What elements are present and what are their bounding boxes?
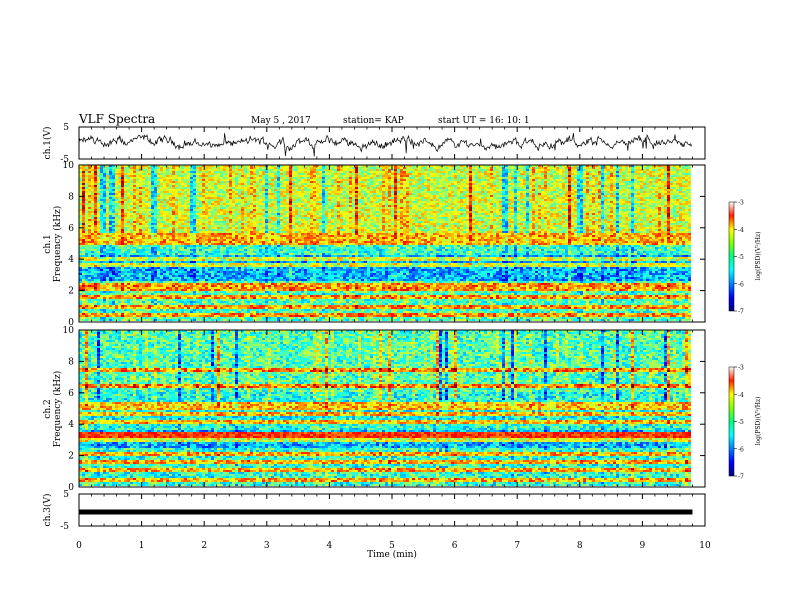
date-label: May 5 , 2017	[251, 116, 311, 126]
time-axis-ticks	[78, 127, 706, 526]
figure-title: VLF Spectra	[78, 112, 155, 126]
time-axis-tick-label: 10	[699, 541, 711, 551]
ch2-colorbar-gradient	[728, 366, 735, 477]
time-axis-tick-label: 4	[327, 541, 333, 551]
cb2-ticks-label: -6	[738, 446, 744, 453]
time-axis-tick-label: 3	[264, 541, 270, 551]
ch1-waveform-panel: 5 -5 ch.1(V)	[42, 123, 706, 165]
spec2-ytick-label: 4	[68, 420, 74, 430]
ch1-ytick-bottom: -5	[60, 155, 69, 165]
time-axis-tick-labels: 0 1 2 3 4 5 6 7 8 9 10	[76, 541, 711, 551]
cb2-ticks-label: -3	[738, 365, 744, 372]
time-axis-label: Time (min)	[367, 549, 417, 560]
ch2-colorbar: -3 -4 -5 -6 -7 log(PSD)(V²/Hz)	[728, 365, 762, 481]
ch1-colorbar-ticks: -3 -4 -5 -6 -7	[734, 200, 744, 316]
ch3-waveform-panel: 5 -5 ch.3(V)	[42, 490, 706, 532]
spec1-ytick-label: 0	[68, 318, 74, 328]
start-time-label: start UT = 16: 10: 1	[438, 116, 530, 126]
spec2-ytick-label: 0	[68, 483, 74, 493]
ch1-spectrogram-image	[79, 165, 691, 321]
spec1-ytick-label: 8	[68, 192, 74, 202]
ch1-spectrogram-yticks: 0 2 4 6 8 10	[63, 161, 705, 328]
spec1-ytick-label: 6	[68, 224, 74, 234]
ch2-colorbar-ticks: -3 -4 -5 -6 -7	[734, 365, 744, 481]
ch1-waveform-trace	[78, 132, 693, 157]
ch2-spectrogram-image	[79, 330, 691, 486]
ch3-waveform-ylabel: ch.3(V)	[42, 494, 53, 527]
ch1-ytick-top: 5	[63, 123, 69, 133]
time-axis-tick-label: 6	[452, 541, 458, 551]
cb2-ticks-label: -7	[738, 474, 744, 481]
station-label: station= KAP	[343, 116, 404, 126]
spec2-ytick-label: 8	[68, 357, 74, 367]
spec1-ytick-label: 2	[68, 287, 74, 297]
ch1-waveform-ylabel: ch.1(V)	[42, 127, 53, 160]
time-axis-tick-label: 9	[640, 541, 646, 551]
ch2-colorbar-label: log(PSD)(V²/Hz)	[755, 397, 762, 446]
time-axis-tick-label: 2	[201, 541, 207, 551]
time-axis-tick-label: 0	[76, 541, 82, 551]
spec2-ytick-label: 6	[68, 389, 74, 399]
ch1-colorbar-gradient	[728, 201, 735, 312]
spec1-ytick-label: 10	[63, 161, 75, 171]
spec1-ytick-label: 4	[68, 255, 74, 265]
ch1-spectrogram-panel: 0 2 4 6 8 10 ch.1 Frequency (kHz)	[43, 161, 706, 328]
ch3-ytick-top: 5	[63, 490, 69, 500]
time-axis-tick-label: 1	[139, 541, 145, 551]
ch1-colorbar: -3 -4 -5 -6 -7 log(PSD)(V²/Hz)	[728, 200, 762, 316]
time-axis-tick-label: 5	[389, 541, 395, 551]
cb1-ticks-label: -6	[738, 281, 744, 288]
time-axis-tick-label: 8	[577, 541, 583, 551]
ch2-spectrogram-panel: 0 2 4 6 8 10 ch.2 Frequency (kHz)	[43, 326, 706, 493]
cb1-ticks-label: -4	[738, 227, 744, 234]
cb2-ticks-label: -5	[738, 419, 744, 426]
cb1-ticks-label: -5	[738, 254, 744, 261]
time-axis-tick-label: 7	[514, 541, 520, 551]
ch1-spectrogram-ylabel: Frequency (kHz)	[52, 206, 63, 283]
ch2-spectrogram-channel-label: ch.2	[43, 399, 53, 418]
cb1-ticks-label: -7	[738, 309, 744, 316]
cb2-ticks-label: -4	[738, 392, 744, 399]
ch2-spectrogram-ylabel: Frequency (kHz)	[52, 371, 63, 448]
ch1-colorbar-label: log(PSD)(V²/Hz)	[755, 232, 762, 281]
ch3-ytick-bottom: -5	[60, 522, 69, 532]
ch2-spectrogram-yticks: 0 2 4 6 8 10	[63, 326, 705, 493]
cb1-ticks-label: -3	[738, 200, 744, 207]
spec2-ytick-label: 2	[68, 452, 74, 462]
ch1-spectrogram-channel-label: ch.1	[43, 234, 53, 253]
spec2-ytick-label: 10	[63, 326, 75, 336]
